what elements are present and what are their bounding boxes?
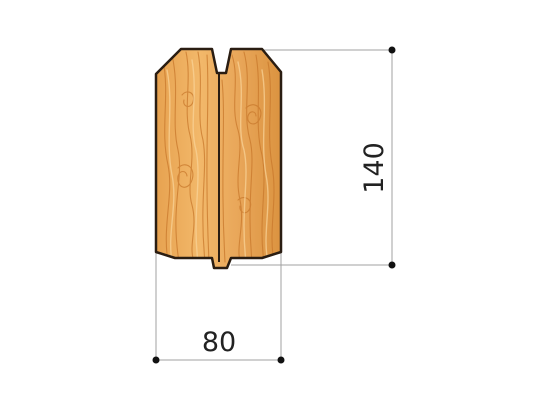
height-top-dot [388,46,396,54]
height-dimension-label: 140 [359,142,390,194]
height-bottom-dot [388,261,396,269]
wood-board [154,47,283,270]
width-right-dot [277,356,285,364]
wood-grain-light [166,59,269,263]
width-dimension-label: 80 [202,327,236,358]
extension-lines [155,49,392,360]
width-left-dot [152,356,160,364]
wood-grain [162,51,275,263]
board-outline [154,47,283,270]
dimension-lines [156,50,393,361]
dimension-dots [152,46,396,364]
